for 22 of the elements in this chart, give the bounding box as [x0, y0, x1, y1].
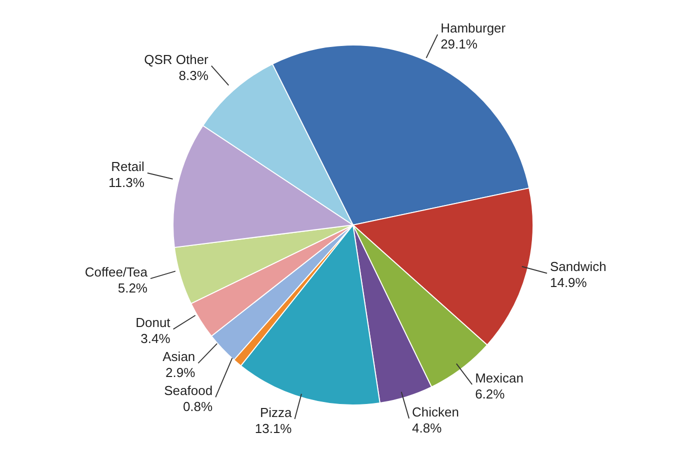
data-label: 29.1%: [440, 36, 478, 52]
slice-label: Retail: [111, 159, 145, 174]
data-label: 2.9%: [166, 365, 196, 380]
slice-label: Mexican: [475, 370, 524, 386]
data-label: 4.8%: [412, 420, 442, 436]
data-label: 6.2%: [475, 386, 506, 402]
slice-label: Coffee/Tea: [84, 264, 148, 280]
data-label: 3.4%: [140, 331, 171, 346]
data-label: 5.2%: [118, 280, 148, 296]
slice-label: Asian: [162, 349, 196, 364]
data-label: 0.8%: [182, 399, 214, 414]
slice-label: Donut: [136, 315, 171, 330]
slice-label: Pizza: [260, 405, 293, 420]
slice-label: Seafood: [164, 383, 213, 398]
data-label: 13.1%: [254, 421, 292, 436]
slice-label: Sandwich: [550, 259, 606, 274]
slice-label: Hamburger: [440, 20, 506, 36]
slice-label: QSR Other: [144, 52, 210, 67]
data-label: 8.3%: [178, 68, 209, 83]
data-label: 11.3%: [108, 175, 145, 190]
slice-label: Chicken: [412, 404, 460, 420]
data-label: 14.9%: [550, 275, 588, 290]
